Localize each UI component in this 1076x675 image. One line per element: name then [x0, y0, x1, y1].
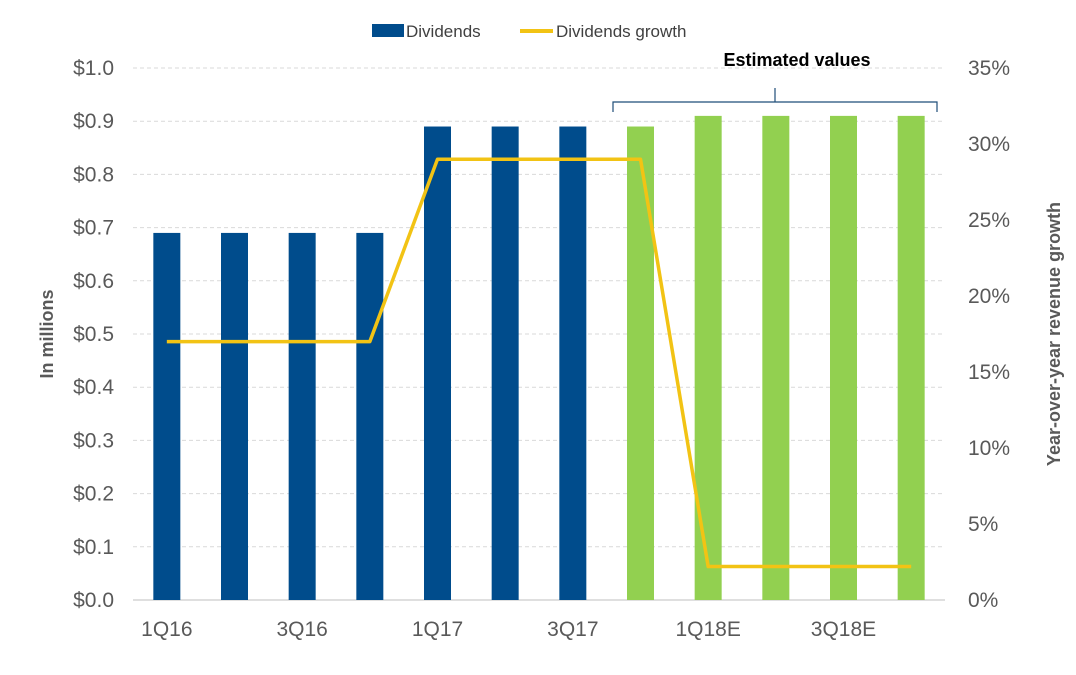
- y2-tick-label: 30%: [968, 133, 1010, 156]
- y-tick-label: $0.8: [73, 163, 114, 186]
- bar-8: [694, 115, 722, 600]
- y-tick-label: $0.0: [73, 589, 114, 612]
- y2-tick-label: 20%: [968, 285, 1010, 308]
- bar-6: [559, 126, 587, 601]
- y-tick-label: $1.0: [73, 57, 114, 80]
- estimated-label: Estimated values: [723, 50, 870, 70]
- x-tick-label: 1Q18E: [675, 618, 740, 641]
- legend: Dividends Dividends growth: [372, 22, 686, 41]
- bar-9: [762, 115, 790, 600]
- y-tick-label: $0.3: [73, 429, 114, 452]
- right-axis-ticks: 0% 5% 10% 15% 20% 25% 30% 35%: [968, 57, 1010, 612]
- x-tick-label: 3Q17: [547, 618, 598, 641]
- bar-0: [153, 232, 181, 601]
- y2-tick-label: 25%: [968, 209, 1010, 232]
- y2-tick-label: 10%: [968, 437, 1010, 460]
- growth-line: [166, 157, 912, 569]
- x-axis-ticks: 1Q16 3Q16 1Q17 3Q17 1Q18E 3Q18E: [141, 618, 876, 641]
- y2-tick-label: 0%: [968, 589, 998, 612]
- bar-7: [627, 126, 654, 601]
- y2-tick-label: 15%: [968, 361, 1010, 384]
- bar-5: [491, 126, 519, 601]
- y2-axis-title: Year-over-year revenue growth: [1044, 202, 1064, 466]
- y2-tick-label: 5%: [968, 513, 998, 536]
- bar-1: [221, 232, 248, 601]
- bar-11: [897, 115, 925, 600]
- legend-label-growth: Dividends growth: [556, 22, 686, 41]
- bar-10: [830, 115, 857, 600]
- y-tick-label: $0.4: [73, 376, 114, 399]
- y-tick-label: $0.7: [73, 217, 114, 240]
- x-tick-label: 1Q17: [412, 618, 463, 641]
- estimated-annotation: Estimated values: [612, 50, 938, 112]
- y-tick-label: $0.1: [73, 536, 114, 559]
- legend-label-dividends: Dividends: [406, 22, 481, 41]
- y-axis-title: In millions: [37, 289, 57, 378]
- y-tick-label: $0.5: [73, 323, 114, 346]
- x-tick-label: 1Q16: [141, 618, 192, 641]
- gridlines: [133, 67, 945, 601]
- bar-3: [356, 232, 384, 601]
- left-axis-ticks: $0.0 $0.1 $0.2 $0.3 $0.4 $0.5 $0.6 $0.7 $0.8 $0.9…: [73, 57, 114, 612]
- legend-swatch-dividends: [372, 24, 404, 37]
- growth-line-path: [166, 157, 912, 569]
- estimated-bracket: [612, 88, 938, 112]
- bars: [153, 115, 925, 601]
- y-tick-label: $0.9: [73, 110, 114, 133]
- y2-tick-label: 35%: [968, 57, 1010, 80]
- bar-2: [288, 232, 316, 601]
- x-tick-label: 3Q16: [276, 618, 327, 641]
- y-tick-label: $0.6: [73, 270, 114, 293]
- x-tick-label: 3Q18E: [811, 618, 876, 641]
- y-tick-label: $0.2: [73, 483, 114, 506]
- bar-4: [424, 126, 451, 601]
